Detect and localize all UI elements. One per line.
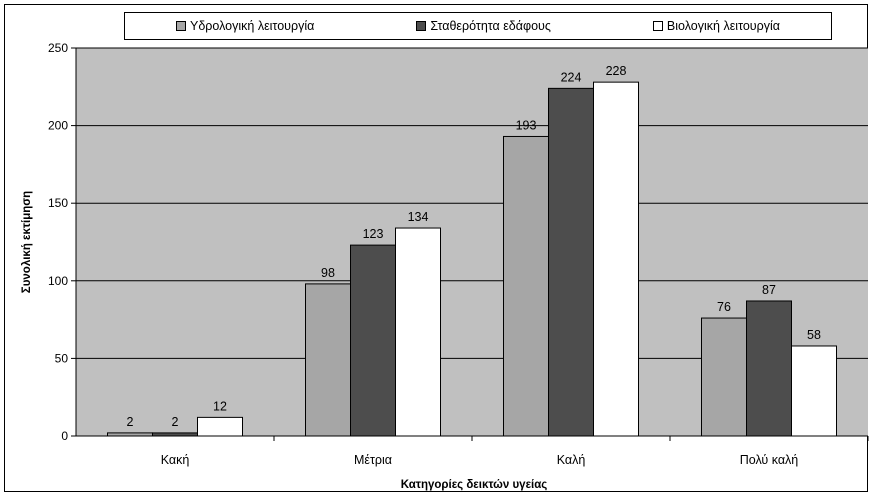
x-tick-label: Μέτρια — [354, 453, 392, 467]
bar — [746, 300, 792, 437]
legend-swatch-icon — [176, 21, 186, 31]
bar — [107, 432, 153, 437]
data-label: 134 — [408, 210, 429, 224]
legend-label: Υδρολογική λειτουργία — [190, 19, 315, 33]
legend-swatch-icon — [416, 21, 427, 31]
legend-swatch-icon — [652, 21, 663, 31]
bar — [593, 81, 639, 437]
y-axis-title: Συνολική εκτίμηση — [21, 191, 33, 293]
y-tick-label: 50 — [55, 351, 69, 365]
data-label: 2 — [172, 415, 179, 429]
y-tick-label: 200 — [48, 119, 68, 133]
x-tick-label: Κακή — [161, 453, 190, 467]
data-label: 87 — [762, 283, 776, 297]
bar — [350, 244, 396, 437]
y-tick-label: 250 — [48, 41, 68, 55]
y-tick-label: 150 — [48, 196, 68, 210]
data-label: 76 — [717, 300, 731, 314]
data-label: 193 — [516, 118, 537, 132]
legend-item-series-1: Υδρολογική λειτουργία — [176, 19, 314, 33]
data-label: 12 — [213, 399, 227, 413]
y-tick-label: 0 — [61, 429, 68, 443]
x-tick-label: Καλή — [557, 453, 586, 467]
bar — [197, 416, 243, 437]
bar — [791, 345, 837, 437]
data-label: 58 — [807, 328, 821, 342]
bar — [548, 87, 594, 437]
data-label: 224 — [561, 70, 582, 84]
y-tick-label: 100 — [48, 274, 68, 288]
x-axis-title: Κατηγορίες δεικτών υγείας — [401, 479, 548, 491]
bar — [503, 135, 549, 437]
legend: Υδρολογική λειτουργία Σταθερότητα εδάφου… — [124, 12, 832, 40]
legend-item-series-3: Βιολογική λειτουργία — [652, 19, 780, 33]
bar — [395, 227, 441, 437]
legend-label: Βιολογική λειτουργία — [666, 19, 780, 33]
data-label: 228 — [606, 64, 627, 78]
bar — [305, 283, 351, 437]
data-label: 123 — [363, 227, 384, 241]
data-label: 98 — [321, 266, 335, 280]
data-label: 2 — [127, 415, 134, 429]
bar — [701, 317, 747, 437]
x-tick-label: Πολύ καλή — [740, 453, 799, 467]
bar — [152, 432, 198, 437]
legend-item-series-2: Σταθερότητα εδάφους — [416, 19, 551, 33]
legend-label: Σταθερότητα εδάφους — [430, 19, 551, 33]
